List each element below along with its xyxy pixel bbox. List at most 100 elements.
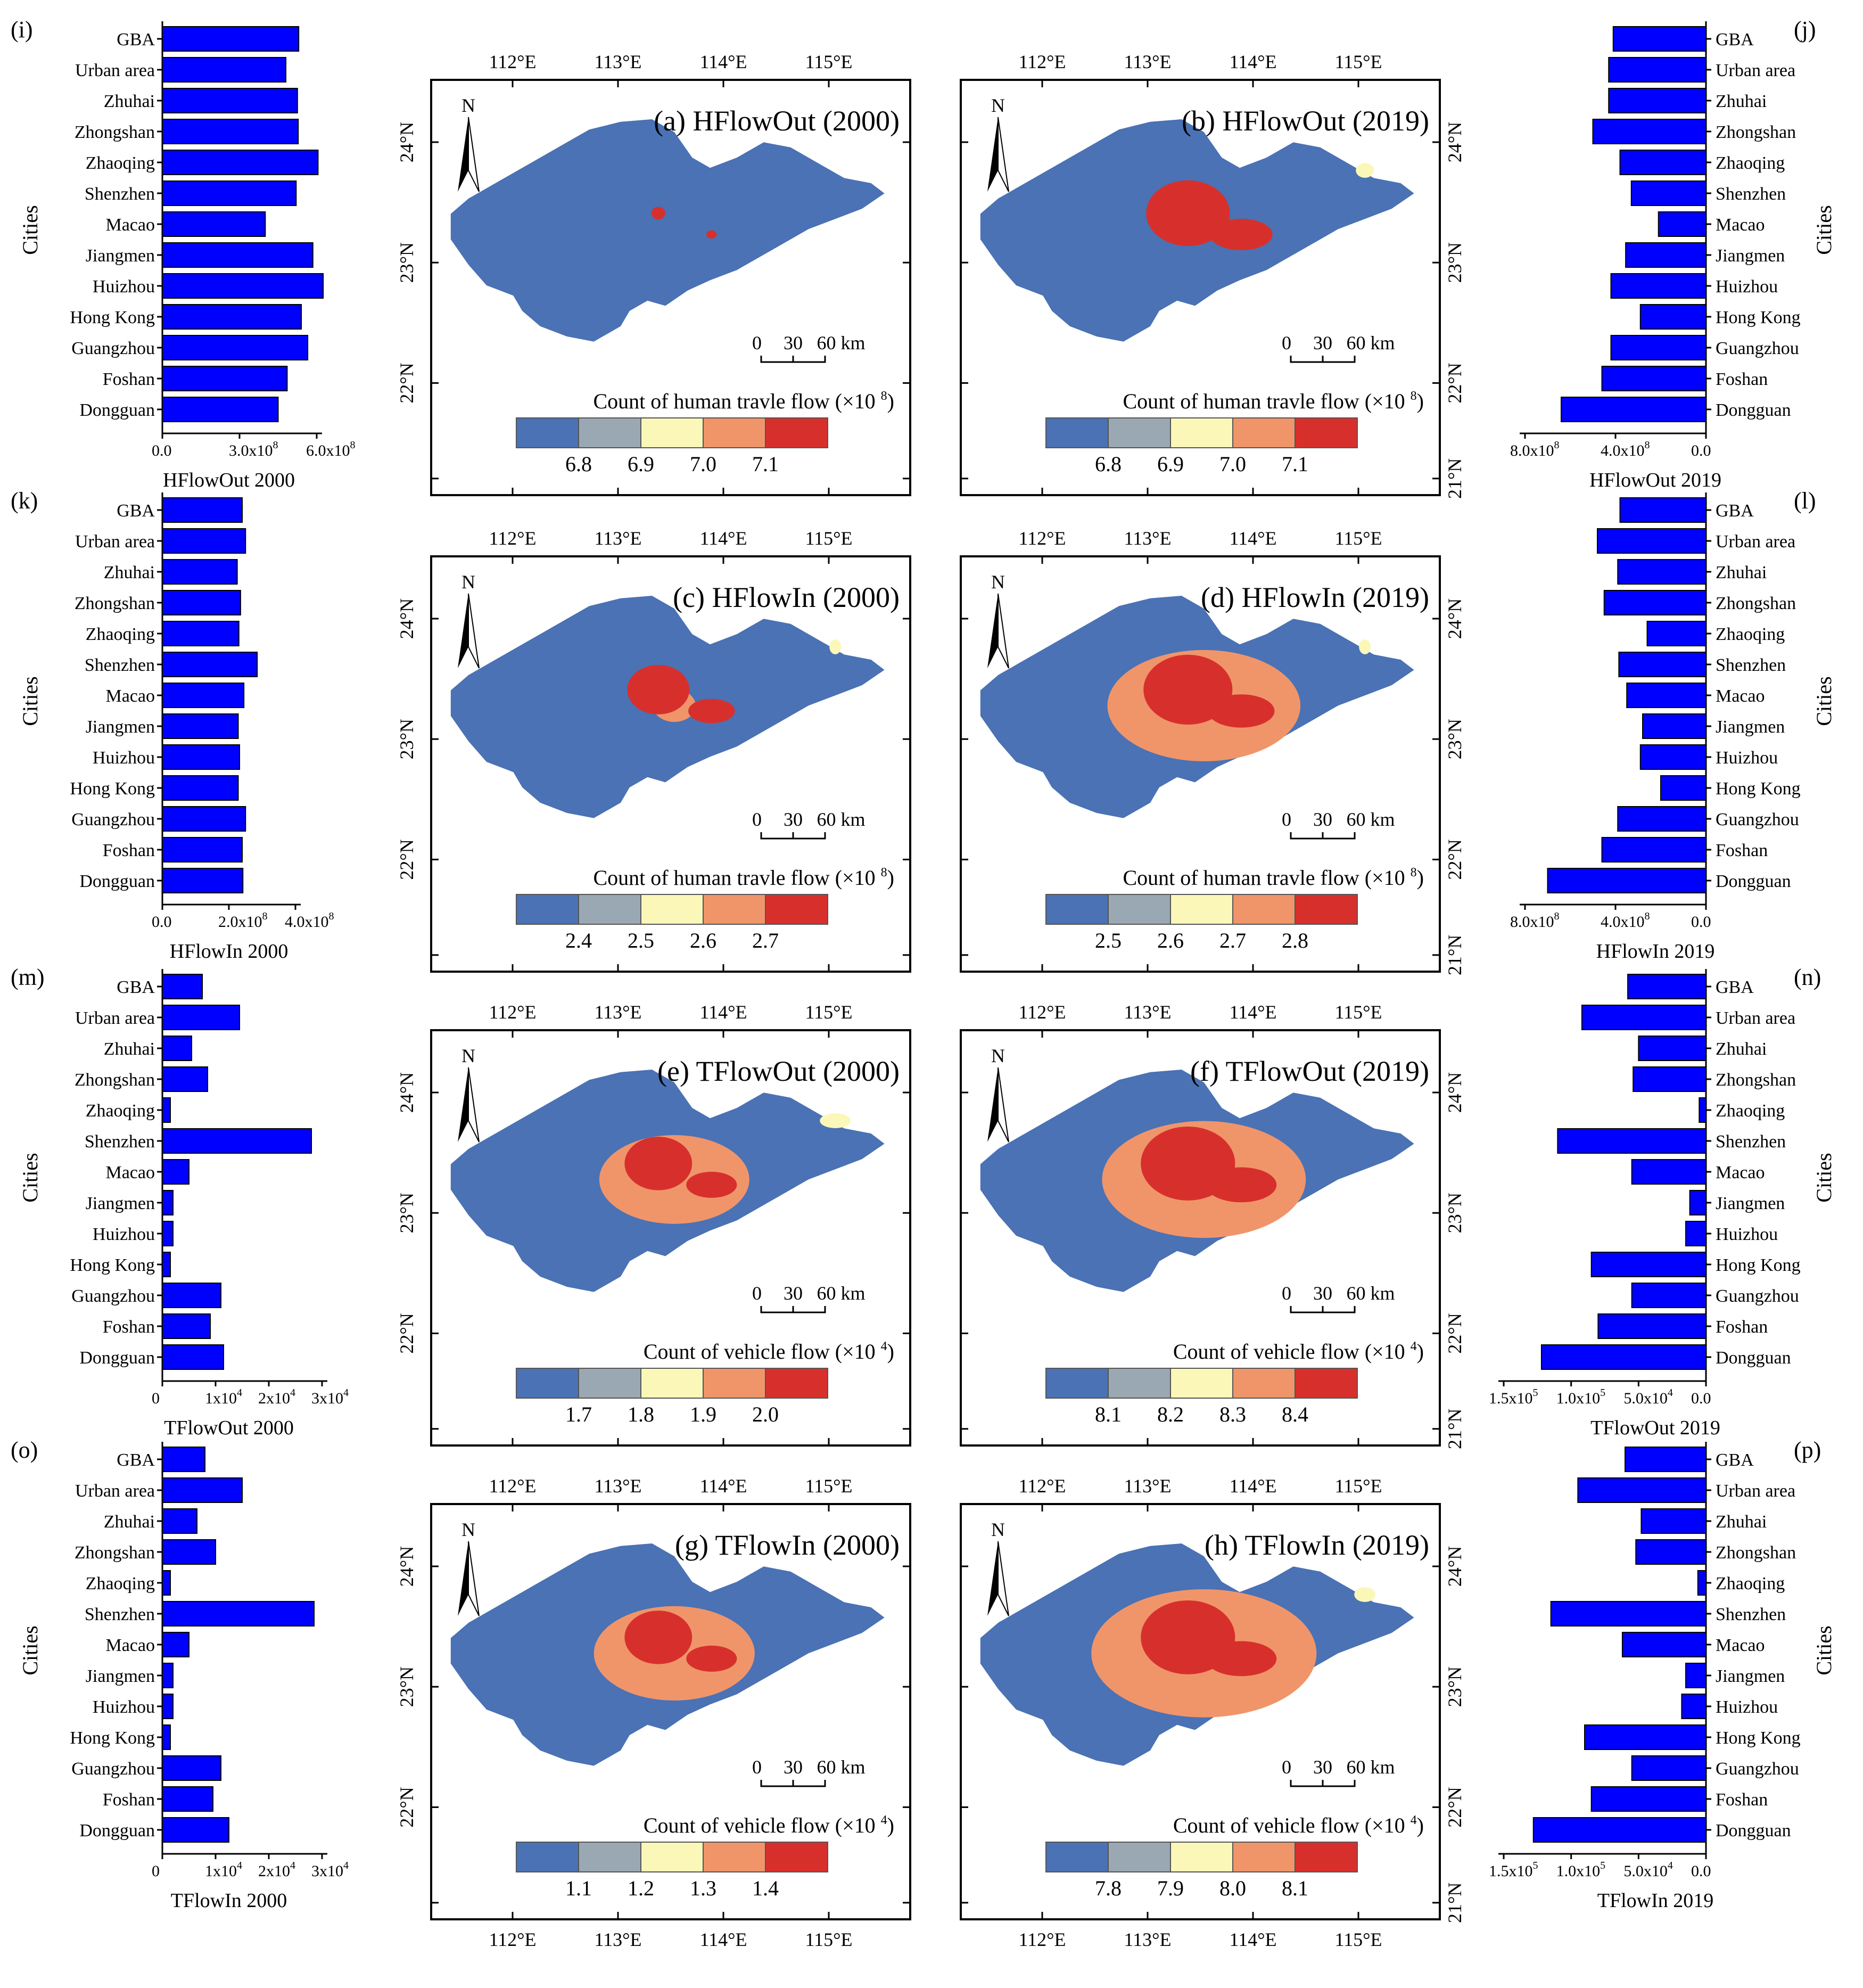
category-label: Macao [1716, 1636, 1765, 1655]
lon-label: 113°E [594, 1929, 641, 1950]
category-label: Guangzhou [1716, 1759, 1799, 1779]
x-tick-label: 0.0 [1691, 913, 1711, 931]
category-label: Zhaoqing [86, 625, 155, 644]
bar-jiangmen [162, 713, 239, 739]
map-panel-6: 112°E 113°E 114°E 115°E 24°N 23°N 22°N 21°N (f) … [960, 1001, 1465, 1449]
lon-label: 115°E [805, 1475, 852, 1497]
bar-zhuhai [162, 88, 298, 113]
category-label: Macao [105, 1163, 155, 1182]
lon-label: 115°E [1334, 51, 1382, 72]
bar-shenzhen [1550, 1601, 1707, 1626]
scale-label: 30 [784, 332, 803, 354]
bar-shenzhen [1630, 180, 1707, 206]
legend-title: Count of vehicle flow (×10 4) [644, 1340, 894, 1363]
legend-tick: 6.9 [1157, 452, 1184, 476]
lat-label: 24°N [1444, 1072, 1465, 1113]
category-label: Shenzhen [85, 655, 155, 675]
lon-label: 112°E [1018, 51, 1066, 72]
lon-label: 115°E [805, 1001, 852, 1023]
legend-swatch [578, 1368, 641, 1399]
bar-dongguan [162, 397, 279, 422]
bar-chart-i: (i) GBA Urban area Zhuhai Zhongshan Zhaoqing S… [11, 17, 356, 491]
hot-zone [1209, 218, 1273, 250]
legend-swatch [1170, 894, 1233, 925]
category-label: Macao [105, 215, 155, 235]
scale-label: 30 [784, 1283, 803, 1304]
category-label: Zhuhai [104, 1039, 155, 1059]
lat-label: 23°N [396, 1666, 417, 1707]
lat-label: 21°N [1444, 458, 1465, 499]
category-label: GBA [1716, 501, 1754, 521]
legend-tick: 1.4 [752, 1876, 779, 1900]
north-arrow-icon [458, 1067, 468, 1142]
bar-shenzhen [162, 180, 297, 206]
x-tick-label: 3x104 [311, 1387, 349, 1407]
legend-tick: 2.7 [1219, 929, 1246, 952]
bar-hong-kong [1660, 775, 1707, 801]
category-label: Huizhou [1716, 1697, 1778, 1717]
lat-label: 21°N [1444, 935, 1465, 975]
legend-swatch [578, 417, 641, 448]
map-title: (c) HFlowIn (2000) [673, 581, 900, 613]
scale-label: 0 [752, 1756, 762, 1778]
legend-swatch [703, 1842, 766, 1872]
x-tick-label: 0 [152, 1862, 160, 1880]
map-title: (h) TFlowIn (2019) [1205, 1529, 1429, 1561]
legend-swatch [1295, 894, 1358, 925]
panel-label: (k) [11, 488, 38, 514]
y-axis-title: Cities [1812, 1153, 1836, 1202]
bar-zhuhai [1641, 1508, 1707, 1534]
x-axis-title: TFlowOut 2019 [1590, 1417, 1720, 1439]
y-axis-title: Cities [18, 1153, 42, 1202]
category-label: Zhongshan [75, 122, 155, 142]
bar-gba [1627, 974, 1707, 999]
bar-macao [162, 1159, 189, 1185]
bar-zhongshan [162, 119, 299, 144]
bar-zhongshan [1603, 590, 1707, 615]
hot-zone [624, 1611, 693, 1664]
category-label: Shenzhen [1716, 1605, 1786, 1624]
bar-hong-kong [162, 1724, 171, 1750]
category-label: Zhaoqing [1716, 1574, 1785, 1593]
scale-label: 60 km [817, 1283, 865, 1304]
bar-chart-m: (m) GBA Urban area Zhuhai Zhongshan Zhaoqing S… [11, 964, 349, 1439]
category-label: GBA [1716, 977, 1754, 997]
y-axis-title: Cities [1812, 676, 1836, 726]
scale-label: 0 [752, 809, 762, 830]
legend-swatch [1045, 1842, 1109, 1872]
category-label: Foshan [1716, 369, 1768, 389]
x-tick-label: 5.0x104 [1623, 1387, 1673, 1407]
y-axis-title: Cities [1812, 205, 1836, 254]
bar-huizhou [162, 1221, 174, 1246]
legend-tick: 7.1 [1282, 452, 1308, 476]
legend-swatch [703, 1368, 766, 1399]
x-tick-label: 5.0x104 [1623, 1860, 1673, 1880]
x-tick-label: 8.0x108 [1510, 439, 1560, 459]
legend-swatch [1170, 1842, 1233, 1872]
bar-zhaoqing [162, 1097, 171, 1123]
x-tick-label: 1.5x105 [1489, 1860, 1538, 1880]
bar-zhongshan [162, 1066, 208, 1092]
category-label: GBA [1716, 1450, 1754, 1470]
x-tick-label: 0.0 [152, 913, 172, 931]
category-label: Hong Kong [70, 1255, 155, 1275]
x-tick-label: 6.0x108 [306, 439, 356, 459]
lon-label: 113°E [594, 528, 641, 549]
category-label: Urban area [75, 1481, 155, 1501]
lon-label: 115°E [805, 528, 852, 549]
panel-label: (j) [1794, 17, 1816, 43]
cool-zone [1356, 163, 1374, 178]
lat-label: 22°N [1444, 1787, 1465, 1827]
bar-shenzhen [162, 1601, 315, 1626]
hot-zone [651, 207, 665, 220]
scale-label: 60 km [1346, 1756, 1395, 1778]
bar-zhaoqing [1697, 1570, 1707, 1596]
lon-label: 112°E [1018, 1929, 1066, 1950]
lat-label: 22°N [1444, 839, 1465, 880]
category-label: Macao [1716, 1163, 1765, 1182]
bar-hong-kong [162, 775, 239, 801]
bar-zhaoqing [1619, 150, 1707, 175]
legend-title: Count of vehicle flow (×10 4) [644, 1813, 894, 1837]
legend-title: Count of human travle flow (×10 8) [1123, 389, 1424, 413]
category-label: Hong Kong [70, 1728, 155, 1748]
